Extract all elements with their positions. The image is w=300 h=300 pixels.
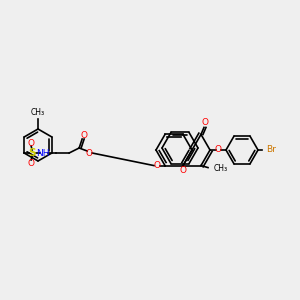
Text: O: O — [214, 146, 221, 154]
Text: O: O — [179, 166, 187, 175]
Text: NH: NH — [36, 148, 50, 158]
Text: O: O — [81, 131, 88, 140]
Text: CH₃: CH₃ — [214, 164, 228, 173]
Text: O: O — [28, 139, 34, 148]
Text: Br: Br — [266, 146, 276, 154]
Text: O: O — [28, 158, 34, 167]
Text: CH₃: CH₃ — [31, 108, 45, 117]
Text: O: O — [85, 148, 93, 158]
Text: O: O — [202, 118, 208, 127]
Text: O: O — [154, 161, 160, 170]
Text: S: S — [28, 148, 36, 158]
